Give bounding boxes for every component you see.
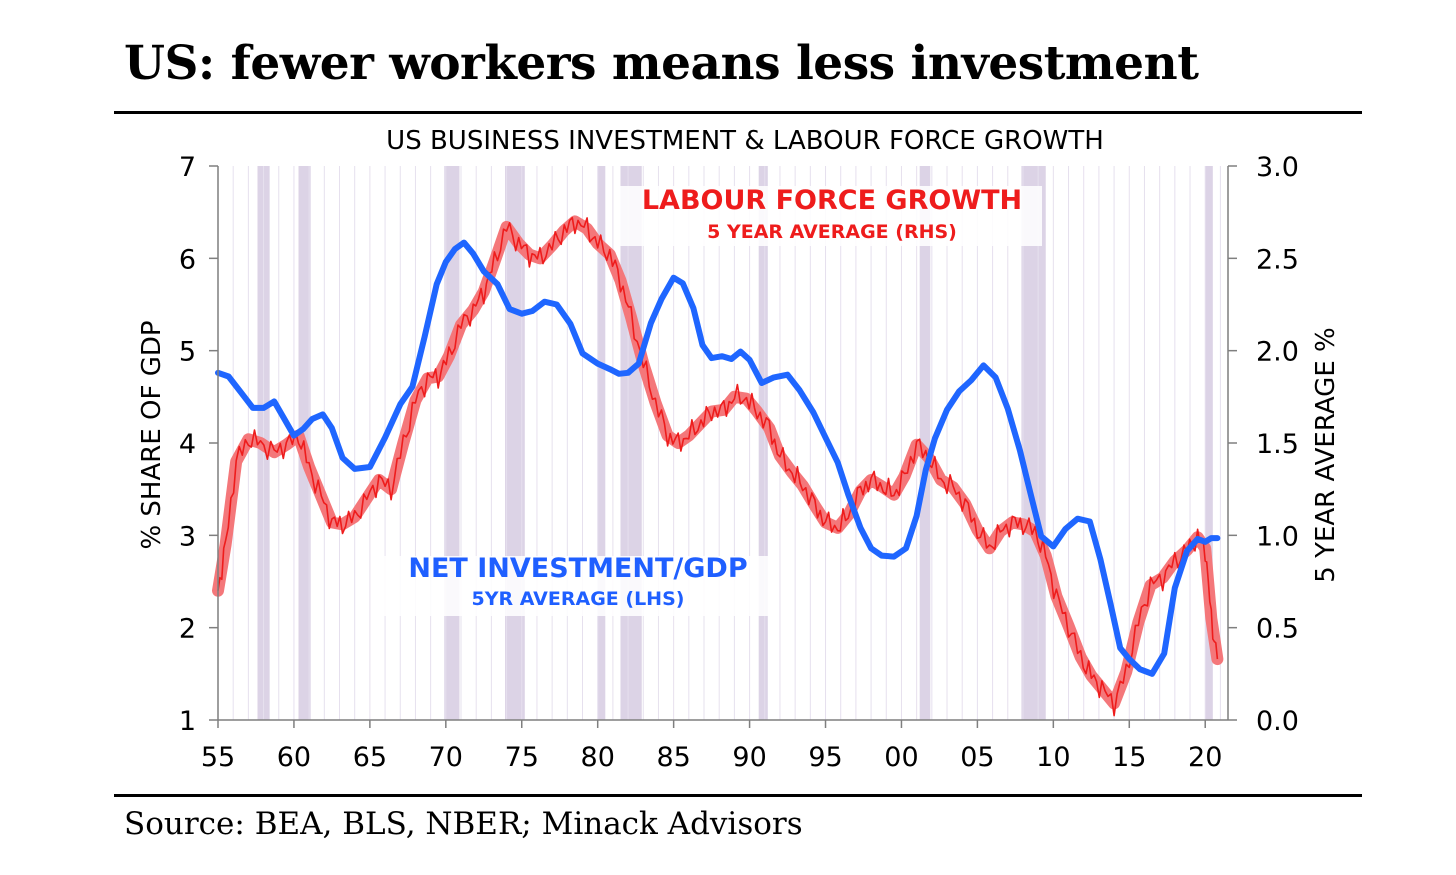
x-tick-label-90: 90 <box>732 742 766 773</box>
axis-ticks: 55 60 65 70 75 80 85 90 95 00 05 10 15 20 1 2 3 4 5 6 7 0.0 0.… <box>179 152 1299 773</box>
y-left-tick-label-7: 7 <box>179 152 196 183</box>
investment-annotation-bg <box>382 556 774 616</box>
x-tick-label-05: 05 <box>960 742 994 773</box>
x-tick-label-15: 15 <box>1112 742 1146 773</box>
labour-annotation-subtitle: 5 YEAR AVERAGE (RHS) <box>707 221 957 243</box>
series-layer <box>212 215 1224 717</box>
y-left-tick-label-3: 3 <box>179 521 196 552</box>
investment-annotation-subtitle: 5YR AVERAGE (LHS) <box>472 588 685 610</box>
x-tick-label-55: 55 <box>201 742 235 773</box>
x-tick-label-60: 60 <box>277 742 311 773</box>
x-tick-label-65: 65 <box>353 742 387 773</box>
y-right-tick-label-1.0: 1.0 <box>1256 521 1299 552</box>
headline: US: fewer workers means less investment <box>124 36 1199 91</box>
recession-band-8 <box>1021 166 1046 720</box>
left-axis-title: % SHARE OF GDP <box>137 320 167 549</box>
bottom-rule <box>114 794 1362 797</box>
top-rule <box>114 111 1362 114</box>
x-tick-label-95: 95 <box>808 742 842 773</box>
y-left-tick-label-2: 2 <box>179 614 196 645</box>
x-tick-label-00: 00 <box>884 742 918 773</box>
recession-band-5 <box>620 166 642 720</box>
y-right-tick-label-2.0: 2.0 <box>1256 337 1299 368</box>
net-investment-series-line <box>215 239 1221 677</box>
recession-band-4 <box>597 166 606 720</box>
x-tick-label-85: 85 <box>656 742 690 773</box>
recession-band-6 <box>758 166 768 720</box>
investment-annotation-title: NET INVESTMENT/GDP <box>408 553 747 584</box>
x-tick-label-80: 80 <box>581 742 615 773</box>
x-tick-label-20: 20 <box>1188 742 1222 773</box>
y-right-tick-label-0.0: 0.0 <box>1256 706 1299 737</box>
y-right-tick-label-1.5: 1.5 <box>1256 429 1299 460</box>
right-axis-title: 5 YEAR AVERAGE % <box>1311 327 1341 582</box>
y-right-tick-label-3.0: 3.0 <box>1256 152 1299 183</box>
labour-annotation-title: LABOUR FORCE GROWTH <box>642 185 1022 216</box>
labour-annotation-bg <box>620 186 1042 246</box>
recession-band-9 <box>1205 166 1213 720</box>
y-right-tick-label-0.5: 0.5 <box>1256 614 1299 645</box>
y-left-tick-label-4: 4 <box>179 429 196 460</box>
x-tick-label-10: 10 <box>1036 742 1070 773</box>
y-left-tick-label-5: 5 <box>179 337 196 368</box>
source-note: Source: BEA, BLS, NBER; Minack Advisors <box>124 806 803 842</box>
y-left-tick-label-6: 6 <box>179 244 196 275</box>
labour-force-series-line <box>217 216 1219 717</box>
annotation-backgrounds <box>382 186 1042 616</box>
x-tick-label-70: 70 <box>429 742 463 773</box>
recession-band-7 <box>919 166 931 720</box>
chart-title: US BUSINESS INVESTMENT & LABOUR FORCE GR… <box>386 126 1104 156</box>
y-left-tick-label-1: 1 <box>179 706 196 737</box>
y-right-tick-label-2.5: 2.5 <box>1256 244 1299 275</box>
x-tick-label-75: 75 <box>505 742 539 773</box>
